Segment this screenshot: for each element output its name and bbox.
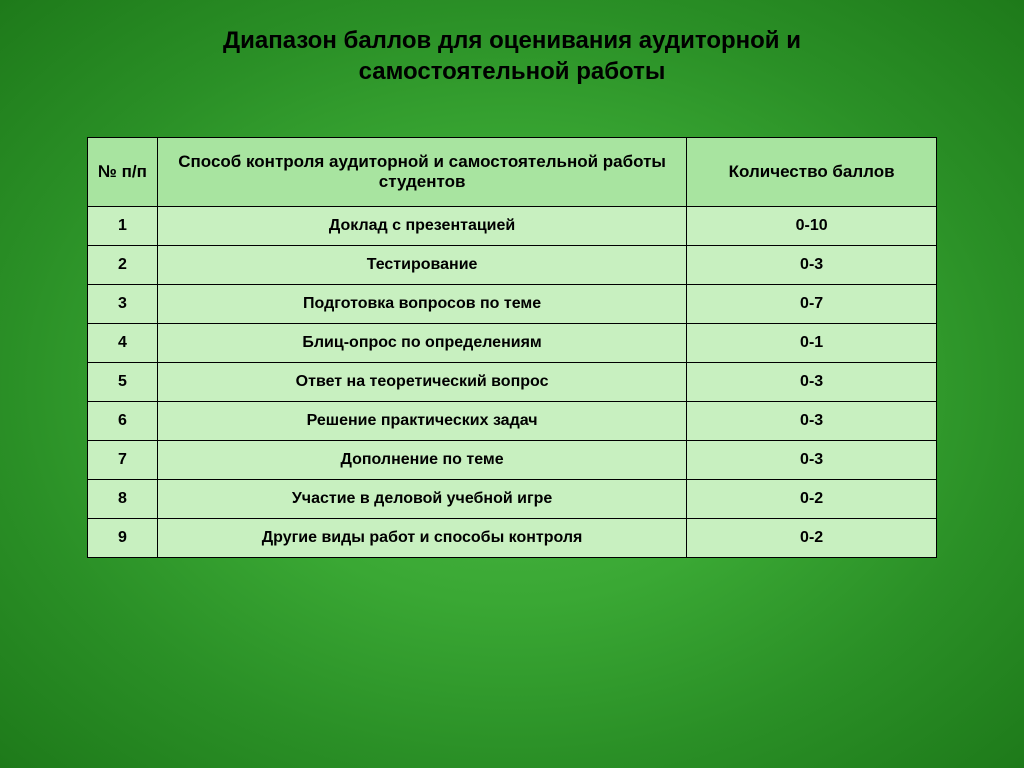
cell-num: 6 [88,402,158,441]
header-num: № п/п [88,138,158,207]
table-header-row: № п/п Способ контроля аудиторной и самос… [88,138,937,207]
cell-num: 9 [88,519,158,558]
cell-method: Ответ на теоретический вопрос [157,363,686,402]
cell-score: 0-3 [687,246,937,285]
table-row: 4 Блиц-опрос по определениям 0-1 [88,324,937,363]
cell-num: 8 [88,480,158,519]
cell-score: 0-3 [687,441,937,480]
cell-method: Дополнение по теме [157,441,686,480]
cell-score: 0-7 [687,285,937,324]
cell-method: Подготовка вопросов по теме [157,285,686,324]
cell-num: 1 [88,207,158,246]
cell-method: Блиц-опрос по определениям [157,324,686,363]
cell-score: 0-2 [687,519,937,558]
cell-method: Решение практических задач [157,402,686,441]
table-row: 8 Участие в деловой учебной игре 0-2 [88,480,937,519]
page-title: Диапазон баллов для оценивания аудиторно… [162,25,862,87]
table-row: 9 Другие виды работ и способы контроля 0… [88,519,937,558]
cell-method: Участие в деловой учебной игре [157,480,686,519]
table-row: 3 Подготовка вопросов по теме 0-7 [88,285,937,324]
cell-method: Тестирование [157,246,686,285]
score-table: № п/п Способ контроля аудиторной и самос… [87,137,937,558]
table-row: 1 Доклад с презентацией 0-10 [88,207,937,246]
cell-score: 0-2 [687,480,937,519]
header-method: Способ контроля аудиторной и самостоятел… [157,138,686,207]
cell-method: Другие виды работ и способы контроля [157,519,686,558]
header-score: Количество баллов [687,138,937,207]
cell-num: 5 [88,363,158,402]
table-row: 7 Дополнение по теме 0-3 [88,441,937,480]
cell-num: 4 [88,324,158,363]
cell-num: 2 [88,246,158,285]
table-row: 5 Ответ на теоретический вопрос 0-3 [88,363,937,402]
cell-score: 0-1 [687,324,937,363]
score-table-container: № п/п Способ контроля аудиторной и самос… [87,137,937,558]
cell-num: 7 [88,441,158,480]
cell-method: Доклад с презентацией [157,207,686,246]
table-row: 2 Тестирование 0-3 [88,246,937,285]
table-row: 6 Решение практических задач 0-3 [88,402,937,441]
cell-score: 0-3 [687,402,937,441]
table-body: 1 Доклад с презентацией 0-10 2 Тестирова… [88,207,937,558]
cell-score: 0-3 [687,363,937,402]
cell-score: 0-10 [687,207,937,246]
cell-num: 3 [88,285,158,324]
